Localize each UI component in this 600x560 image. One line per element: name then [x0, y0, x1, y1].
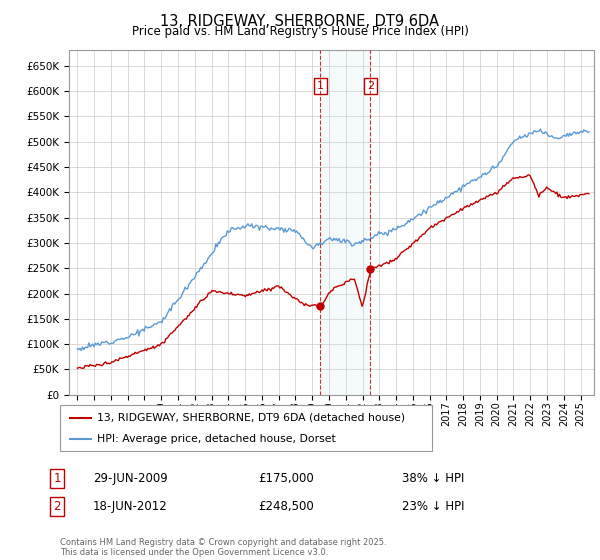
Text: £175,000: £175,000	[258, 472, 314, 486]
Text: 18-JUN-2012: 18-JUN-2012	[93, 500, 168, 514]
Text: 38% ↓ HPI: 38% ↓ HPI	[402, 472, 464, 486]
Text: 2: 2	[53, 500, 61, 514]
Text: 1: 1	[317, 81, 324, 91]
FancyBboxPatch shape	[60, 405, 432, 451]
Text: 13, RIDGEWAY, SHERBORNE, DT9 6DA (detached house): 13, RIDGEWAY, SHERBORNE, DT9 6DA (detach…	[97, 413, 406, 423]
Text: 1: 1	[53, 472, 61, 486]
Text: 29-JUN-2009: 29-JUN-2009	[93, 472, 168, 486]
Text: £248,500: £248,500	[258, 500, 314, 514]
Text: 23% ↓ HPI: 23% ↓ HPI	[402, 500, 464, 514]
Text: Contains HM Land Registry data © Crown copyright and database right 2025.
This d: Contains HM Land Registry data © Crown c…	[60, 538, 386, 557]
Bar	[320, 50, 370, 395]
Text: 13, RIDGEWAY, SHERBORNE, DT9 6DA: 13, RIDGEWAY, SHERBORNE, DT9 6DA	[161, 14, 439, 29]
Text: Price paid vs. HM Land Registry's House Price Index (HPI): Price paid vs. HM Land Registry's House …	[131, 25, 469, 38]
Text: 2: 2	[367, 81, 374, 91]
Text: HPI: Average price, detached house, Dorset: HPI: Average price, detached house, Dors…	[97, 435, 336, 444]
